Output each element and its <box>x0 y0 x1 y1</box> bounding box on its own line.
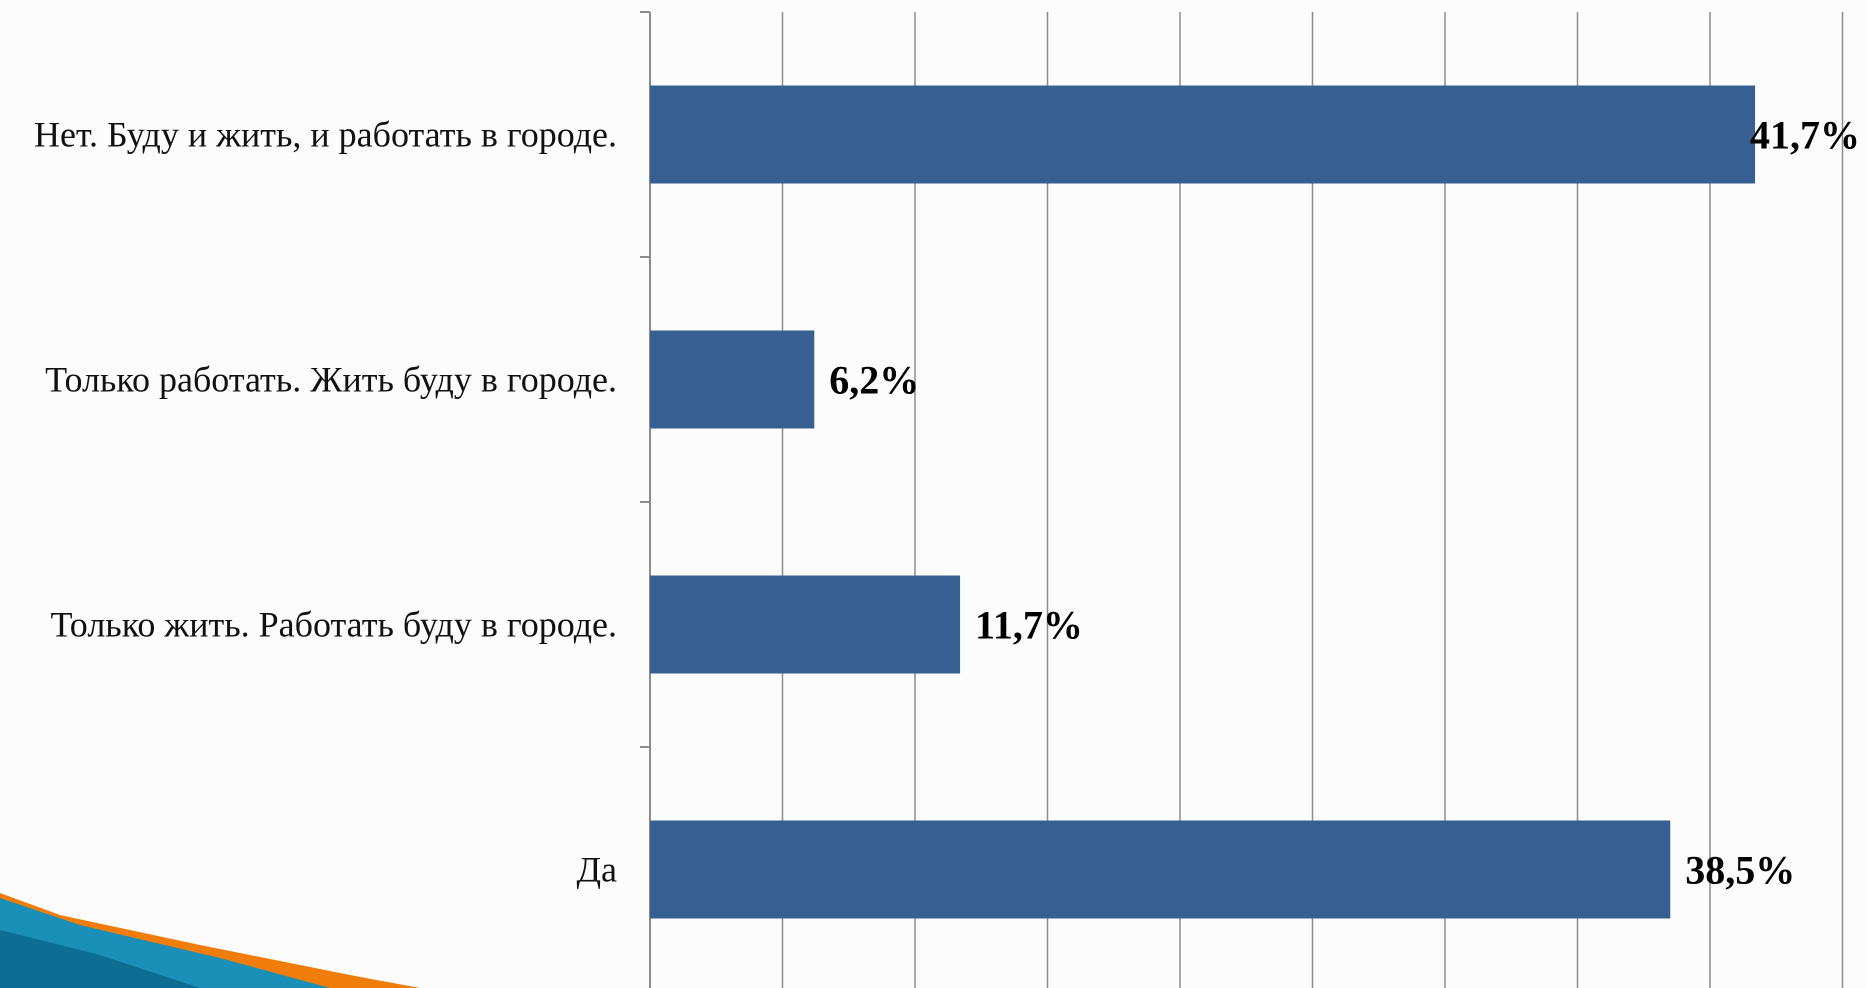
value-label: 6,2% <box>829 358 919 403</box>
corner-swoosh-decoration <box>0 893 420 988</box>
value-labels: 41,7% 6,2% 11,7% 38,5% <box>829 113 1860 893</box>
bar <box>650 85 1756 184</box>
bar <box>650 820 1671 919</box>
category-label: Нет. Буду и жить, и работать в городе. <box>34 115 617 155</box>
swoosh-blue-shade <box>0 930 200 988</box>
bar <box>650 575 961 674</box>
value-label: 11,7% <box>975 603 1083 648</box>
category-label: Только работать. Жить буду в городе. <box>45 360 617 400</box>
value-label: 41,7% <box>1750 113 1860 158</box>
category-label: Да <box>576 850 617 890</box>
category-label: Только жить. Работать буду в городе. <box>51 605 617 645</box>
bar <box>650 330 815 429</box>
category-axis <box>640 11 651 988</box>
category-labels: Нет. Буду и жить, и работать в городе. То… <box>34 115 617 890</box>
bars <box>650 85 1756 919</box>
value-label: 38,5% <box>1685 848 1795 893</box>
